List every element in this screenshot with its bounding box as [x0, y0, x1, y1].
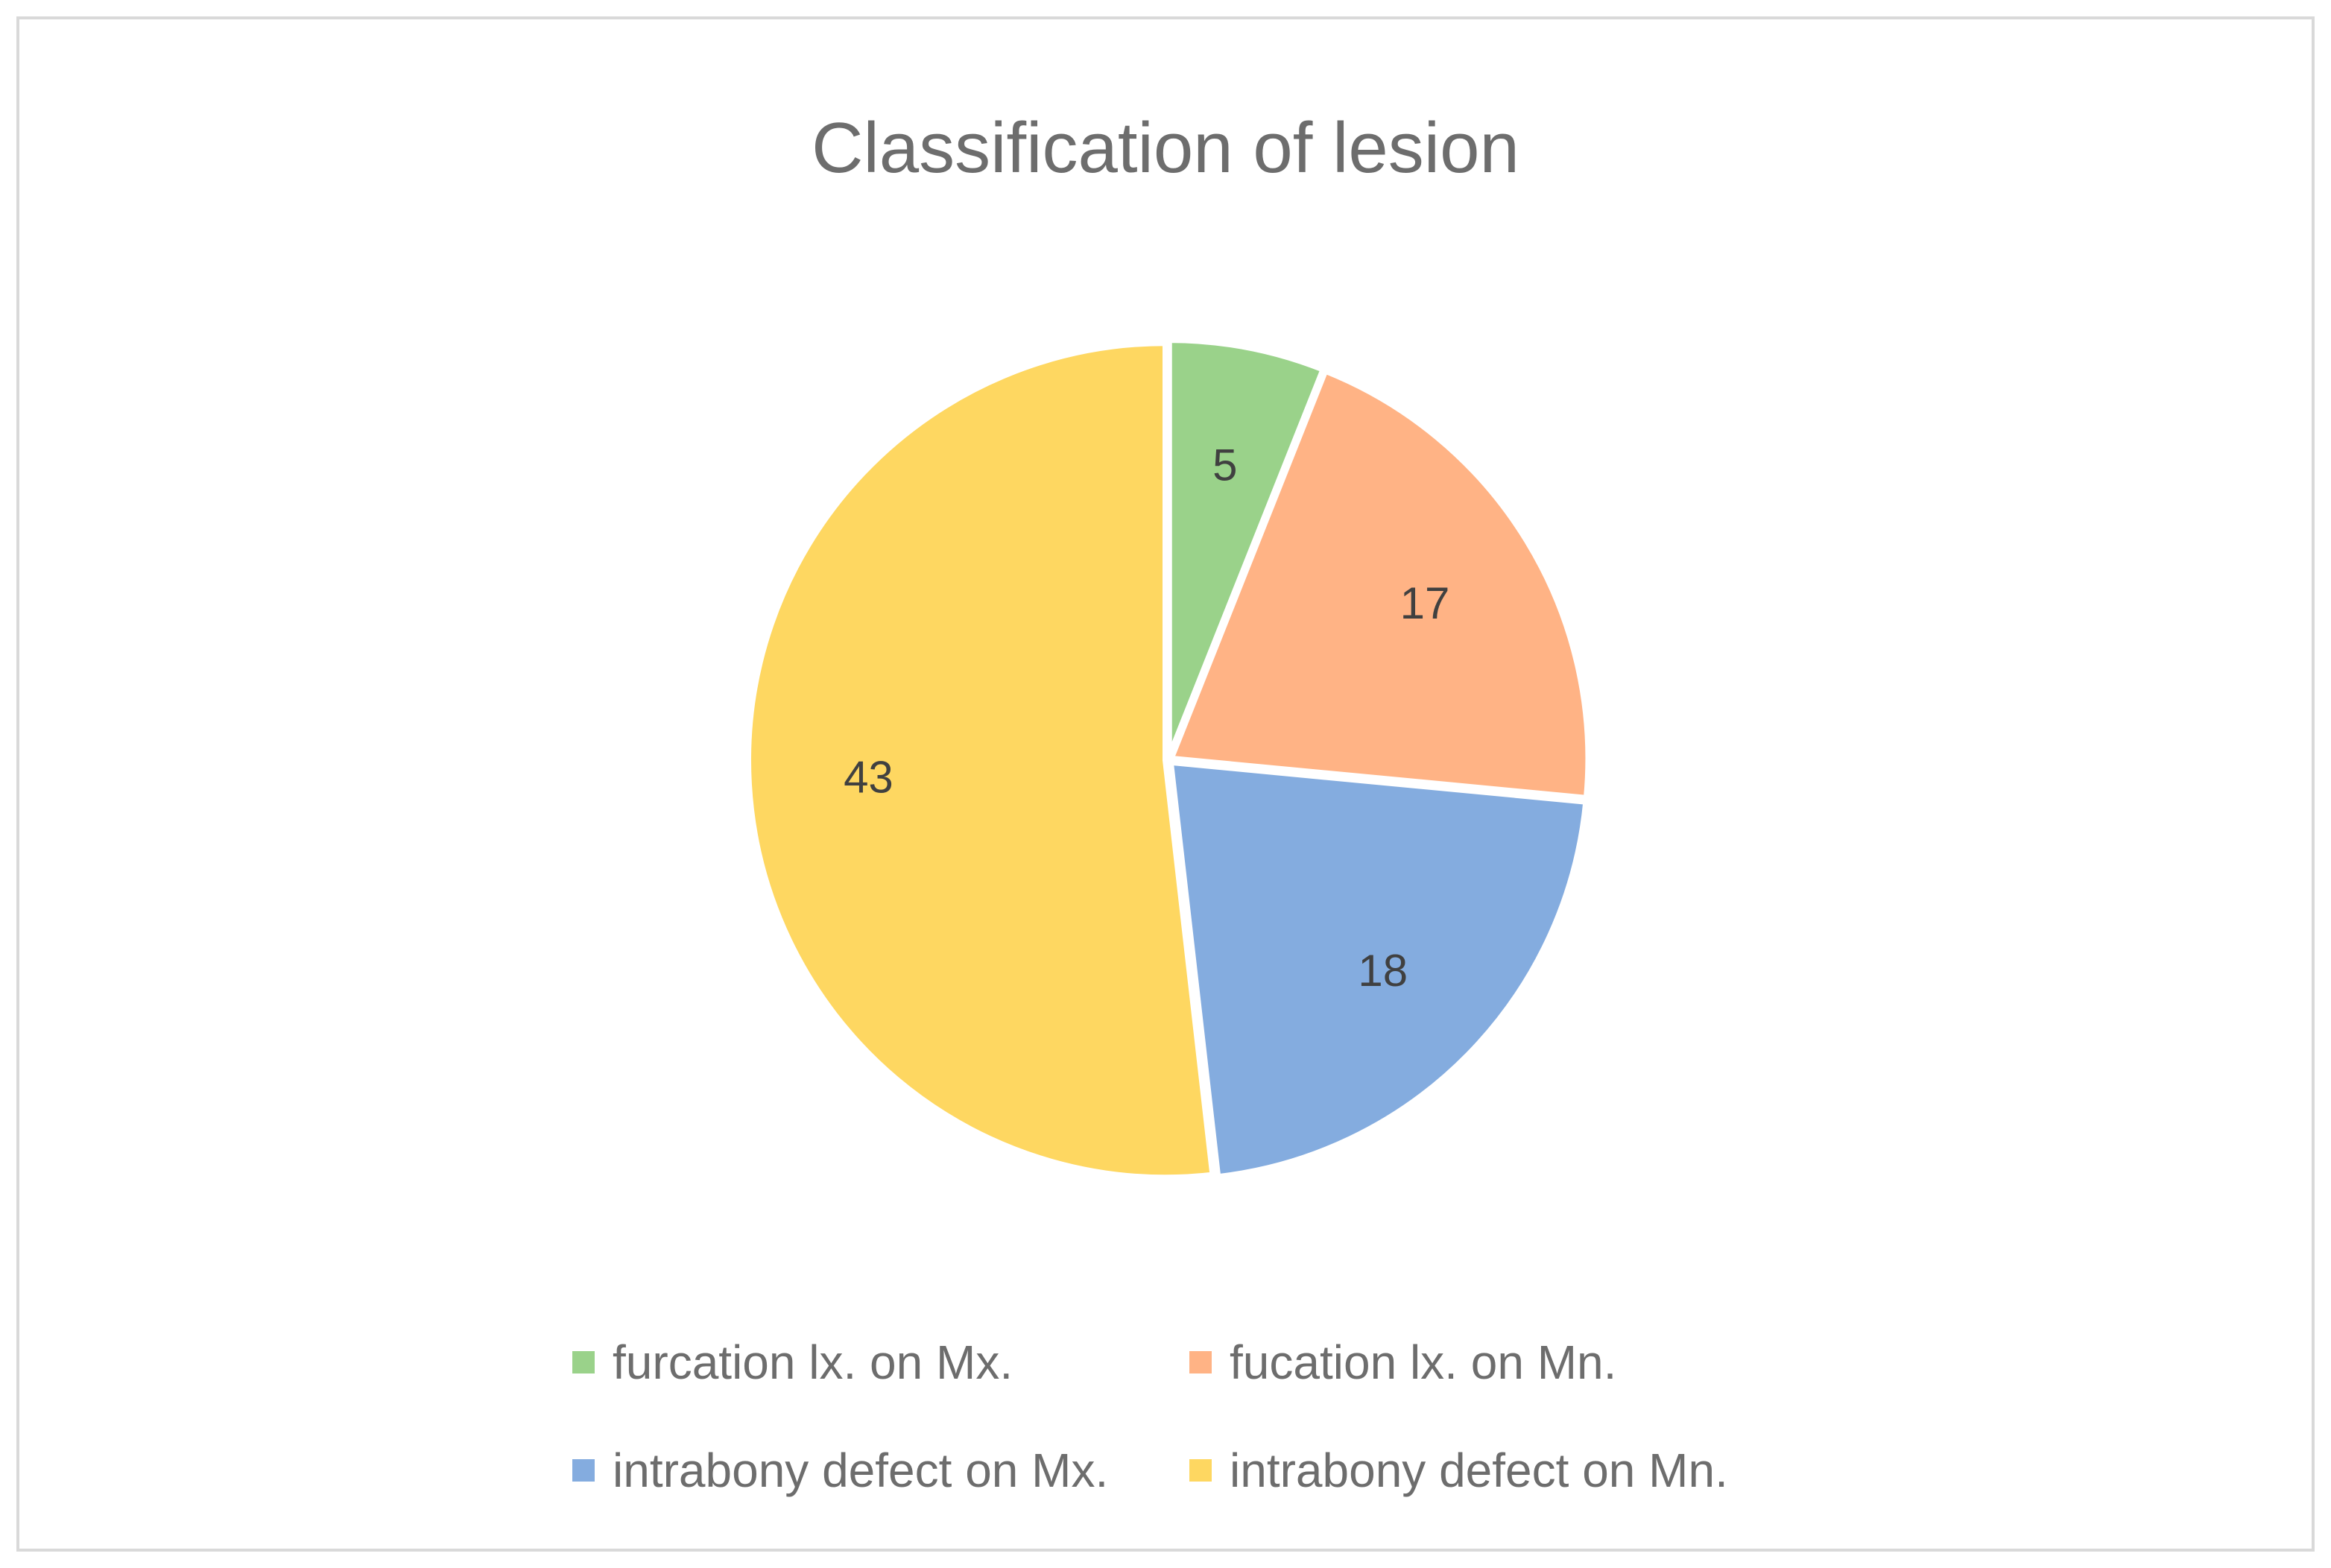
legend-label: fucation lx. on Mn. [1230, 1335, 1617, 1389]
pie-chart: 5 17 18 43 [745, 337, 1592, 1181]
pie-slices [745, 337, 1592, 1181]
legend-label: intrabony defect on Mn. [1230, 1444, 1728, 1497]
legend-item: fucation lx. on Mn. [1189, 1335, 1616, 1390]
legend-swatch [572, 1351, 595, 1373]
slice-intrabony-mn [745, 340, 1216, 1181]
chart-title: Classification of lesion [812, 108, 1519, 188]
slice-furcation-mx [1166, 337, 1326, 761]
slice-intrabony-mx [1167, 759, 1590, 1180]
pie-data-labels: 5 17 18 43 [844, 440, 1449, 995]
legend-swatch [572, 1459, 595, 1482]
legend-swatch [1189, 1351, 1212, 1373]
pie-data-label: 17 [1400, 578, 1450, 628]
legend-item: furcation lx. on Mx. [572, 1335, 1013, 1390]
legend-label: intrabony defect on Mx. [613, 1444, 1109, 1497]
legend-swatch [1189, 1459, 1212, 1482]
legend-item: intrabony defect on Mn. [1189, 1443, 1728, 1498]
pie-data-label: 18 [1358, 946, 1408, 996]
legend-label: furcation lx. on Mx. [613, 1335, 1013, 1389]
pie-data-label: 43 [844, 752, 894, 802]
chart-frame: Classification of lesion 5 17 18 43 furcati… [16, 16, 2315, 1552]
pie-data-label: 5 [1212, 440, 1237, 490]
legend-item: intrabony defect on Mx. [572, 1443, 1108, 1498]
slice-fucation-mn [1168, 367, 1592, 801]
legend: furcation lx. on Mx. fucation lx. on Mn.… [19, 19, 2312, 1549]
